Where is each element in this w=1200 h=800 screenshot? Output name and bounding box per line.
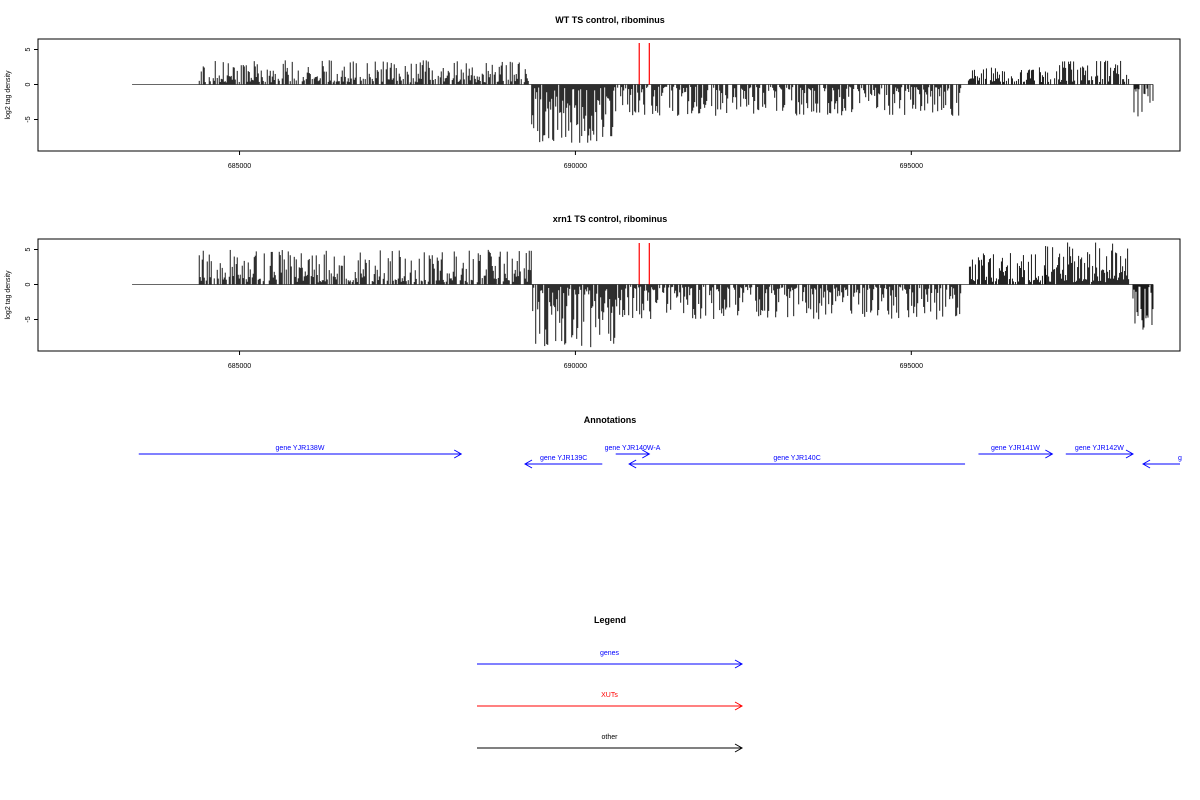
annotations-title: Annotations: [584, 415, 637, 425]
legend-label: other: [602, 734, 619, 741]
gene-label: gene YJR142W: [1075, 445, 1124, 452]
y-axis-label: log2 tag density: [5, 270, 12, 320]
legend-item: genes: [477, 650, 744, 669]
gene-arrow: gene YJR139C: [524, 455, 603, 469]
panel-wt: WT TS control, ribominus log2 tag densit…: [5, 15, 1181, 170]
plot-frame: [37, 38, 1181, 152]
gene-arrows: gene YJR138W gene YJR139C gene YJR140W-A ge…: [138, 445, 1182, 469]
gene-arrow: gene YJR138W: [138, 445, 463, 459]
gene-arrow-head: [628, 459, 637, 469]
y-tick-label: 5: [25, 247, 32, 251]
x-axis: 685000 690000 695000: [228, 351, 923, 370]
panel-title: WT TS control, ribominus: [555, 15, 665, 25]
gene-arrow-head: [1142, 459, 1151, 469]
legend-title: Legend: [594, 615, 626, 625]
legend-item: XUTs: [477, 692, 744, 711]
gene-arrow-head: [1125, 449, 1134, 459]
legend-label: genes: [600, 650, 620, 657]
legend-item: other: [477, 734, 744, 753]
y-tick-label: -5: [25, 116, 32, 122]
x-tick-label: 695000: [900, 163, 923, 170]
gene-label: gene YJR139C: [540, 455, 587, 462]
xut-marks: [638, 243, 650, 285]
gene-arrow-head: [642, 449, 651, 459]
x-tick-label: 695000: [900, 363, 923, 370]
gene-arrow: g: [1142, 455, 1182, 469]
y-tick-label: 5: [25, 47, 32, 51]
x-tick-label: 690000: [564, 163, 587, 170]
legend: Legend genes XUTs other: [477, 615, 744, 753]
y-axis: -5 0 5: [25, 247, 38, 323]
y-axis: -5 0 5: [25, 47, 38, 123]
xut-marks: [638, 43, 650, 85]
y-tick-label: 0: [25, 82, 32, 86]
gene-arrow: gene YJR141W: [978, 445, 1054, 459]
y-tick-label: -5: [25, 316, 32, 322]
legend-arrow-head: [734, 701, 744, 711]
gene-arrow: gene YJR140W-A: [605, 445, 661, 459]
gene-label: g: [1178, 455, 1182, 462]
gene-label: gene YJR140C: [773, 455, 820, 462]
legend-items: genes XUTs other: [477, 650, 744, 753]
gene-arrow: gene YJR140C: [628, 455, 966, 469]
panel-xrn1: xrn1 TS control, ribominus log2 tag dens…: [5, 214, 1181, 370]
gene-arrow: gene YJR142W: [1065, 445, 1134, 459]
y-tick-label: 0: [25, 282, 32, 286]
x-tick-label: 685000: [228, 363, 251, 370]
x-tick-label: 690000: [564, 363, 587, 370]
x-axis: 685000 690000 695000: [228, 151, 923, 170]
panel-title: xrn1 TS control, ribominus: [553, 214, 668, 224]
gene-arrow-head: [453, 449, 463, 459]
bar-group: [132, 60, 1154, 143]
gene-label: gene YJR138W: [276, 445, 325, 452]
legend-arrow-head: [734, 743, 744, 753]
y-axis-label: log2 tag density: [5, 70, 12, 120]
plot-frame: [37, 238, 1181, 352]
legend-arrow-head: [734, 659, 744, 669]
gene-arrow-head: [1045, 449, 1054, 459]
gene-label: gene YJR141W: [991, 445, 1040, 452]
bar-group: [132, 242, 1154, 348]
legend-label: XUTs: [601, 692, 618, 699]
x-tick-label: 685000: [228, 163, 251, 170]
gene-label: gene YJR140W-A: [605, 445, 661, 452]
gene-arrow-head: [524, 459, 533, 469]
